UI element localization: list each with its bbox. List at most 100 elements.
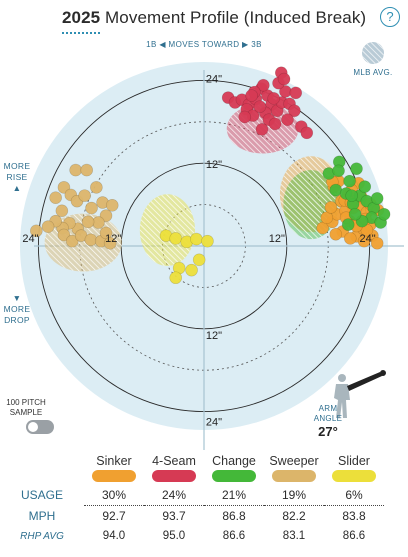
direction-label: 1B ◀ MOVES TOWARD ▶ 3B — [146, 40, 262, 49]
pitch-point — [329, 227, 343, 241]
mph-value: 83.8 — [342, 509, 366, 523]
usage-value: 6% — [324, 485, 384, 506]
more-drop-label: ▼ MORE DROP — [3, 293, 31, 325]
pitch-toggle-change[interactable] — [212, 470, 256, 482]
title-year: 2025 — [62, 8, 101, 27]
pitch-point — [103, 236, 117, 250]
pitch-point — [201, 234, 214, 248]
usage-row: USAGE 30% 24% 21% 19% 6% — [0, 485, 384, 506]
rhp-avg-value: 86.6 — [222, 530, 246, 542]
pitch-point — [255, 123, 269, 136]
pitcher-icon — [334, 370, 386, 418]
pitch-point — [78, 189, 91, 202]
pitch-point — [277, 72, 291, 86]
pitch-point — [267, 92, 280, 105]
pitch-point — [99, 209, 113, 222]
pitch-point — [30, 224, 43, 238]
mlb-avg-label: MLB AVG. — [353, 68, 393, 77]
pitch-point — [57, 228, 71, 242]
tick-label-left-24: 24" — [22, 233, 38, 245]
arm-angle-value: 27° — [318, 424, 338, 439]
usage-value: 24% — [144, 485, 204, 506]
pitch-point — [324, 201, 338, 214]
pitch-point — [350, 162, 363, 176]
pitch-name: Change — [212, 454, 256, 468]
pitch-name: Slider — [338, 454, 370, 468]
rhp-avg-value: 86.6 — [342, 530, 366, 542]
pitch-point — [348, 207, 362, 221]
pitch-name: Sweeper — [269, 454, 319, 468]
pitch-toggle-4-seam[interactable] — [152, 470, 196, 482]
rhp-avg-value: 83.1 — [282, 530, 306, 542]
pitch-point — [185, 263, 198, 277]
mlb-avg-icon — [362, 42, 384, 64]
pitch-point — [99, 226, 113, 240]
rhp-avg-value: 95.0 — [162, 530, 186, 542]
pitch-point — [370, 192, 384, 205]
pitch-point — [57, 181, 71, 194]
rhp-avg-row: RHP AVG 94.0 95.0 86.6 83.1 86.6 — [0, 526, 384, 546]
pitch-point — [84, 233, 98, 247]
pitch-toggle-sweeper[interactable] — [272, 470, 316, 482]
pitch-name: Sinker — [96, 454, 132, 468]
pitch-point — [169, 232, 183, 245]
pitch-point — [190, 232, 203, 246]
pitch-point — [69, 163, 82, 177]
pitch-point — [81, 215, 95, 229]
tick-label-top-12: 12" — [206, 159, 222, 171]
pitch-point — [343, 232, 357, 245]
page-title: 2025 Movement Profile (Induced Break) — [62, 8, 366, 28]
usage-value: 19% — [264, 485, 324, 506]
pitch-point — [268, 117, 282, 131]
pitch-toggle-slider[interactable] — [332, 470, 376, 482]
toggle-knob — [28, 422, 38, 432]
pitch-point — [85, 201, 98, 215]
pitch-point — [90, 181, 103, 194]
help-icon[interactable]: ? — [380, 7, 400, 27]
title-underline — [62, 32, 100, 34]
pitch-point — [253, 100, 267, 113]
title-text: Movement Profile (Induced Break) — [105, 8, 367, 27]
pitch-point — [245, 89, 258, 102]
usage-label: USAGE — [20, 488, 63, 503]
mph-row: MPH 92.7 93.7 86.8 82.2 83.8 — [0, 506, 384, 527]
more-rise-label: MORE RISE ▲ — [3, 161, 31, 193]
pitch-points — [30, 66, 391, 285]
pitch-point — [341, 218, 355, 231]
pitch-point — [358, 180, 372, 193]
pitch-point — [49, 191, 62, 204]
pitch-point — [192, 253, 206, 267]
pitch-point — [105, 198, 119, 212]
mph-value: 86.8 — [222, 509, 246, 523]
tick-label-bottom-24: 24" — [206, 417, 222, 429]
arm-angle-label: ARM ANGLE — [313, 404, 343, 423]
sample-toggle[interactable] — [26, 420, 54, 434]
rhp-avg-value: 94.0 — [102, 530, 126, 542]
pitch-point — [343, 174, 356, 188]
pitch-point — [320, 211, 334, 225]
tick-label-top-24: 24" — [206, 73, 222, 85]
rhp-avg-label: RHP AVG — [20, 530, 64, 542]
pitch-point — [289, 86, 303, 100]
mph-value: 92.7 — [102, 509, 126, 523]
mph-value: 82.2 — [282, 509, 306, 523]
pitch-point — [65, 234, 79, 248]
pitch-point — [41, 220, 55, 233]
tick-label-bottom-12: 12" — [206, 330, 222, 342]
tick-label-right-12: 12" — [269, 233, 285, 245]
pitch-point — [281, 113, 294, 127]
pitch-point — [300, 126, 314, 140]
pitch-point — [238, 110, 252, 124]
sample-label: 100 PITCH SAMPLE — [6, 398, 46, 417]
usage-value: 30% — [84, 485, 144, 506]
tick-label-left-12: 12" — [105, 233, 121, 245]
pitch-point — [288, 104, 301, 118]
pitch-point — [80, 163, 93, 177]
pitch-point — [345, 189, 358, 202]
pitch-color-row — [0, 470, 384, 485]
mlb-avg-legend: MLB AVG. — [345, 40, 401, 77]
pitch-toggle-sinker[interactable] — [92, 470, 136, 482]
pitch-point — [257, 78, 270, 92]
pitch-stats-table: Sinker 4-Seam Change Sweeper Slider USAG… — [0, 452, 384, 546]
